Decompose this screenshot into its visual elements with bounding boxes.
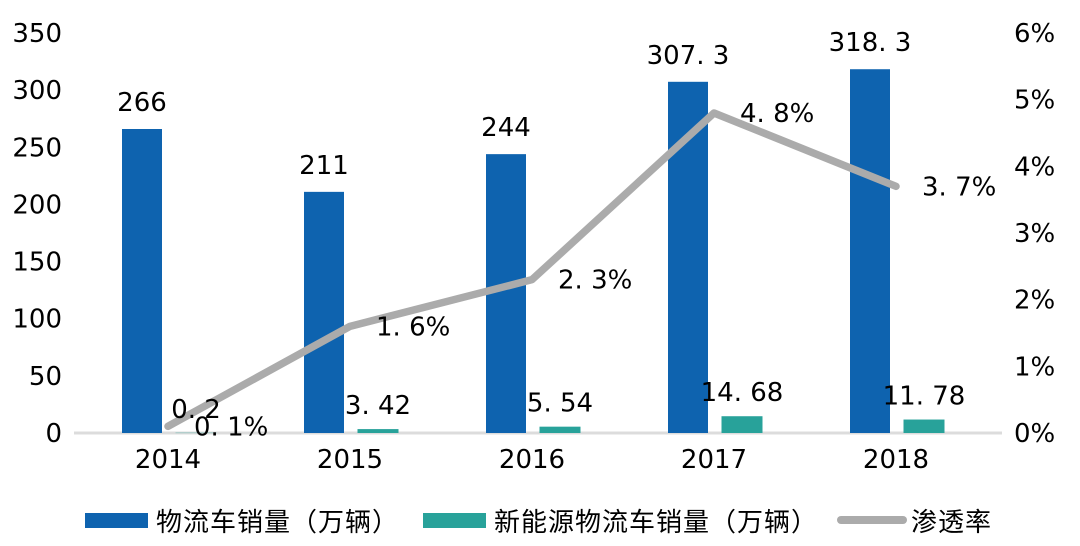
right-axis-tick-label: 5% xyxy=(1014,86,1055,116)
x-axis-category-label: 2015 xyxy=(317,445,383,475)
chart-canvas: 0 50 100 150 200 250 300 350 0% 1% 2% 3% 4% 5% 6% 266 21… xyxy=(12,19,1055,475)
left-axis-tick-label: 350 xyxy=(12,19,62,49)
legend-item-logistics-sales: 物流车销量（万辆） xyxy=(85,503,399,537)
left-axis-tick-label: 250 xyxy=(12,133,62,163)
logistics-sales-data-label: 318. 3 xyxy=(829,28,912,58)
nev-logistics-sales-data-label: 3. 42 xyxy=(345,391,411,421)
penetration-rate-line xyxy=(164,109,900,431)
nev-logistics-sales-bar xyxy=(721,416,763,433)
nev-logistics-sales-data-label: 11. 78 xyxy=(883,382,966,412)
left-axis-tick-label: 100 xyxy=(12,305,62,335)
left-axis-tick-label: 300 xyxy=(12,76,62,106)
legend-swatch-nev-logistics-sales xyxy=(423,512,486,528)
nev-logistics-sales-data-label: 5. 54 xyxy=(527,389,593,419)
x-axis-category-label: 2017 xyxy=(681,445,747,475)
legend-label-logistics-sales: 物流车销量（万辆） xyxy=(156,507,400,537)
logistics-sales-bar xyxy=(850,69,890,433)
logistics-sales-bar xyxy=(304,191,344,433)
legend-label-nev-logistics-sales: 新能源物流车销量（万辆） xyxy=(494,507,819,537)
nev-logistics-sales-bar xyxy=(357,429,399,433)
left-axis-tick-label: 150 xyxy=(12,248,62,278)
legend-item-nev-logistics-sales: 新能源物流车销量（万辆） xyxy=(423,503,818,537)
legend-line-swatch-penetration-rate xyxy=(837,516,907,524)
logistics-sales-data-label: 244 xyxy=(481,113,531,143)
legend-item-penetration-rate: 渗透率 xyxy=(837,503,992,537)
legend-label-penetration-rate: 渗透率 xyxy=(911,507,993,537)
penetration-rate-data-label: 0. 1% xyxy=(194,412,268,442)
nev-logistics-sales-bar xyxy=(539,426,581,433)
penetration-rate-data-label: 3. 7% xyxy=(922,172,996,202)
penetration-rate-data-label: 4. 8% xyxy=(740,99,814,129)
nev-logistics-sales-data-label: 14. 68 xyxy=(701,378,784,408)
right-axis-tick-label: 3% xyxy=(1014,219,1055,249)
logistics-sales-data-label: 211 xyxy=(299,151,349,181)
left-axis-tick-label: 50 xyxy=(29,362,62,392)
right-axis-tick-label: 6% xyxy=(1014,19,1055,49)
penetration-rate-data-label: 2. 3% xyxy=(558,266,632,296)
logistics-sales-bar xyxy=(122,129,162,433)
penetration-rate-data-label: 1. 6% xyxy=(376,312,450,342)
legend-swatch-logistics-sales xyxy=(85,512,148,528)
right-axis-tick-label: 0% xyxy=(1014,419,1055,449)
logistics-sales-data-label: 266 xyxy=(117,88,167,118)
left-axis-tick-label: 200 xyxy=(12,190,62,220)
x-axis-category-label: 2014 xyxy=(135,445,201,475)
nev-logistics-sales-bar xyxy=(903,419,945,433)
logistics-sales-data-label: 307. 3 xyxy=(647,41,730,71)
right-axis-tick-label: 1% xyxy=(1014,352,1055,382)
x-axis-category-label: 2018 xyxy=(863,445,929,475)
right-axis-tick-label: 2% xyxy=(1014,286,1055,316)
left-axis-tick-label: 0 xyxy=(45,419,62,449)
right-axis-tick-label: 4% xyxy=(1014,152,1055,182)
nev-logistics-sales-data-label: 0. 2 xyxy=(171,395,221,425)
x-axis-category-label: 2016 xyxy=(499,445,565,475)
